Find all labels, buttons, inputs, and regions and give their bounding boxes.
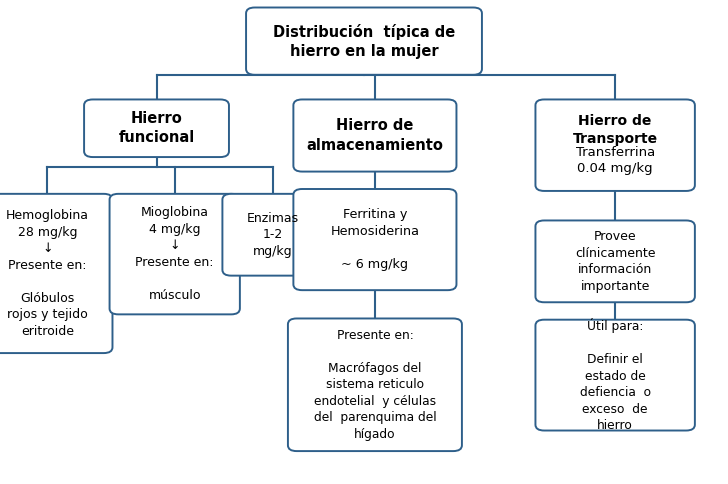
Text: Enzimas
1-2
mg/kg: Enzimas 1-2 mg/kg [247,212,299,258]
Text: Distribución  típica de
hierro en la mujer: Distribución típica de hierro en la muje… [273,24,455,59]
FancyBboxPatch shape [536,221,695,302]
FancyBboxPatch shape [536,99,695,191]
Text: Provee
clínicamente
información
importante: Provee clínicamente información importan… [575,230,655,293]
Text: Mioglobina
4 mg/kg
↓
Presente en:

músculo: Mioglobina 4 mg/kg ↓ Presente en: múscul… [135,206,214,302]
Text: Transferrina
0.04 mg/kg: Transferrina 0.04 mg/kg [576,146,654,176]
FancyBboxPatch shape [293,99,456,172]
Text: Presente en:

Macrófagos del
sistema reticulo
endotelial  y células
del  parenqu: Presente en: Macrófagos del sistema reti… [314,329,436,441]
Text: Hierro
funcional: Hierro funcional [119,111,194,145]
Text: Hierro de
almacenamiento: Hierro de almacenamiento [306,119,443,152]
FancyBboxPatch shape [0,194,112,353]
FancyBboxPatch shape [109,194,240,315]
FancyBboxPatch shape [246,7,482,75]
Text: Hemoglobina
28 mg/kg
↓
Presente en:

Glóbulos
rojos y tejido
eritroide: Hemoglobina 28 mg/kg ↓ Presente en: Glób… [6,209,89,338]
FancyBboxPatch shape [536,319,695,431]
FancyBboxPatch shape [293,189,456,290]
FancyBboxPatch shape [84,99,229,157]
FancyBboxPatch shape [288,318,462,451]
Text: Útil para:

Definir el
estado de
defiencia  o
exceso  de
hierro: Útil para: Definir el estado de defienci… [579,318,651,432]
Text: Ferritina y
Hemosiderina

~ 6 mg/kg: Ferritina y Hemosiderina ~ 6 mg/kg [331,208,419,271]
Text: Hierro de
Transporte: Hierro de Transporte [573,114,657,146]
FancyBboxPatch shape [223,194,324,276]
